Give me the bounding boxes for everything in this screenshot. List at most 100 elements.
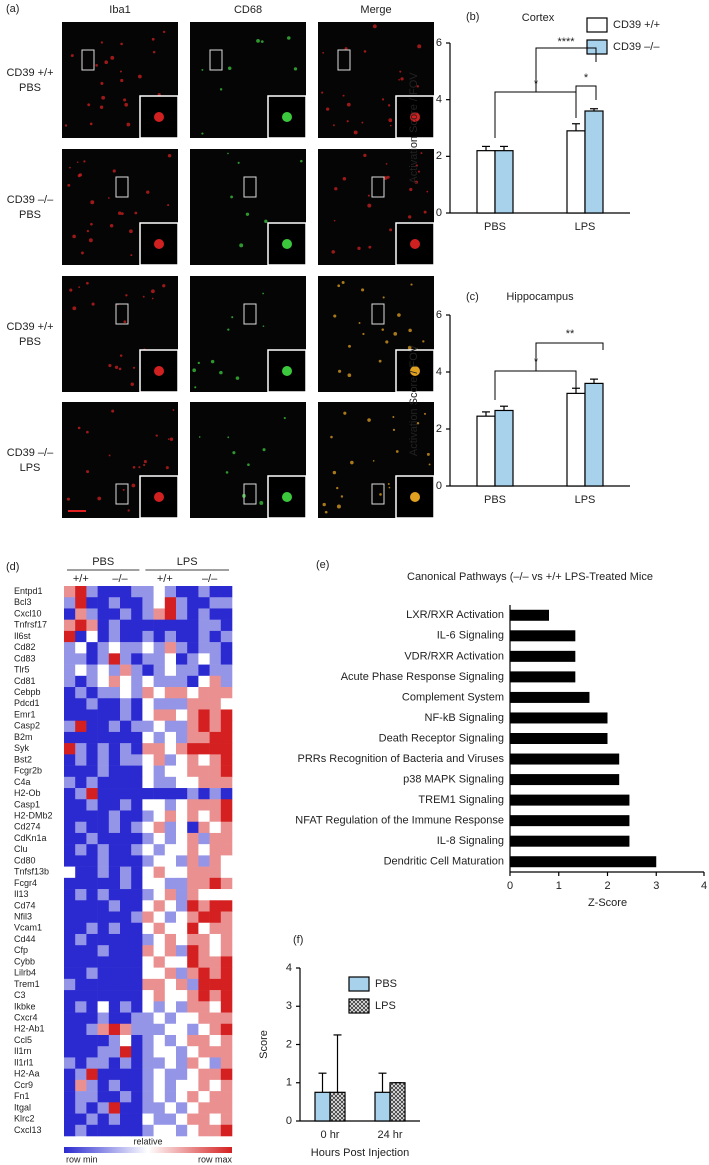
gene-label: Cybb <box>14 956 35 966</box>
heatmap-cell <box>108 1023 121 1036</box>
heatmap-cell <box>164 1068 177 1081</box>
cell-dot <box>361 288 365 292</box>
genotype-label: +/+ <box>157 573 173 585</box>
heatmap-cell <box>209 900 222 912</box>
heatmap-cell <box>153 776 166 789</box>
cell-dot <box>151 37 155 41</box>
x-axis-label: Hours Post Injection <box>311 1147 409 1159</box>
heatmap-cell <box>209 978 222 991</box>
heatmap-cell <box>64 832 76 845</box>
gene-label: Fn1 <box>14 1091 30 1101</box>
heatmap-cell <box>153 630 166 643</box>
heatmap-cell <box>108 1124 121 1137</box>
heatmap-cell <box>164 1012 177 1025</box>
heatmap-cell <box>209 1113 222 1126</box>
cell-dot <box>420 152 423 155</box>
heatmap-cell <box>97 608 110 620</box>
cell-dot <box>77 426 81 430</box>
heatmap-cell <box>153 597 166 609</box>
heatmap-cell <box>75 911 87 924</box>
bar <box>510 856 657 868</box>
cell-dot <box>337 284 341 288</box>
heatmap-cell <box>198 933 210 946</box>
heatmap-cell <box>198 1124 210 1137</box>
cell-dot <box>383 176 388 180</box>
bar <box>494 150 514 214</box>
heatmap-cell <box>131 1102 143 1114</box>
heatmap-cell <box>75 1113 87 1126</box>
heatmap-cell <box>131 945 143 957</box>
heatmap-cell <box>120 1023 132 1036</box>
heatmap-cell <box>86 855 98 867</box>
legend-label: PBS <box>375 978 397 990</box>
significance-label: * <box>534 78 539 90</box>
heatmap-cell <box>120 1034 132 1047</box>
heatmap-cell <box>164 720 177 733</box>
heatmap-cell <box>198 799 210 811</box>
heatmap-cell <box>187 687 199 699</box>
gene-label: Ccr9 <box>14 1080 33 1090</box>
heatmap-cell <box>75 675 87 688</box>
roi-box <box>115 483 129 505</box>
heatmap-cell <box>97 1012 110 1025</box>
heatmap-cell <box>86 810 98 823</box>
heatmap-cell <box>176 844 188 856</box>
x-axis-label: Z-Score <box>588 897 627 909</box>
row-label: LPS <box>20 462 41 474</box>
heatmap-cell <box>97 1057 110 1069</box>
y-tick-label: 0 <box>436 480 442 492</box>
heatmap-cell <box>64 1102 76 1114</box>
heatmap-cell <box>153 844 166 856</box>
heatmap-cell <box>153 810 166 823</box>
panel-label: (e) <box>316 559 329 571</box>
heatmap-cell <box>220 586 233 598</box>
bar <box>566 130 586 214</box>
row-label: PBS <box>19 209 41 221</box>
heatmap-cell <box>120 642 132 654</box>
heatmap-cell <box>75 687 87 699</box>
heatmap-cell <box>97 743 110 755</box>
heatmap-cell <box>75 630 87 643</box>
heatmap-cell <box>176 675 188 688</box>
gene-label: Il6st <box>14 631 31 641</box>
cell-dot <box>326 107 330 111</box>
heatmap-cell <box>176 1079 188 1092</box>
heatmap-cell <box>187 586 199 598</box>
heatmap-cell <box>131 630 143 643</box>
heatmap-cell <box>75 1001 87 1013</box>
heatmap-cell <box>86 1023 98 1036</box>
cell-dot <box>167 154 172 158</box>
heatmap-cell <box>198 877 210 890</box>
heatmap-cell <box>142 933 154 946</box>
heatmap-cell <box>176 788 188 800</box>
heatmap-cell <box>131 1113 143 1126</box>
heatmap-cell <box>198 698 210 710</box>
heatmap-cell <box>153 877 166 890</box>
heatmap-cell <box>164 911 177 924</box>
cell-dot <box>120 78 124 83</box>
bar <box>476 150 496 214</box>
cell-dot <box>353 130 358 135</box>
heatmap-cell <box>209 922 222 935</box>
heatmap-cell <box>164 967 177 980</box>
heatmap-cell <box>187 877 199 890</box>
heatmap-cell <box>131 687 143 699</box>
heatmap-cell <box>209 956 222 968</box>
heatmap-cell <box>108 855 121 867</box>
heatmap-cell <box>142 990 154 1002</box>
heatmap-cell <box>142 754 154 766</box>
heatmap-cell <box>142 586 154 598</box>
heatmap-cell <box>120 608 132 620</box>
cell-dot <box>343 411 347 415</box>
cell-dot <box>348 344 351 348</box>
heatmap-cell <box>108 597 121 609</box>
gene-label: Pdcd1 <box>14 698 40 708</box>
heatmap-cell <box>131 1023 143 1036</box>
heatmap-cell <box>142 788 154 800</box>
heatmap-cell <box>64 900 76 912</box>
heatmap-cell <box>209 855 222 867</box>
inset-cell <box>282 239 292 249</box>
heatmap-cell <box>209 799 222 811</box>
cell-dot <box>237 161 240 164</box>
heatmap-cell <box>86 956 98 968</box>
